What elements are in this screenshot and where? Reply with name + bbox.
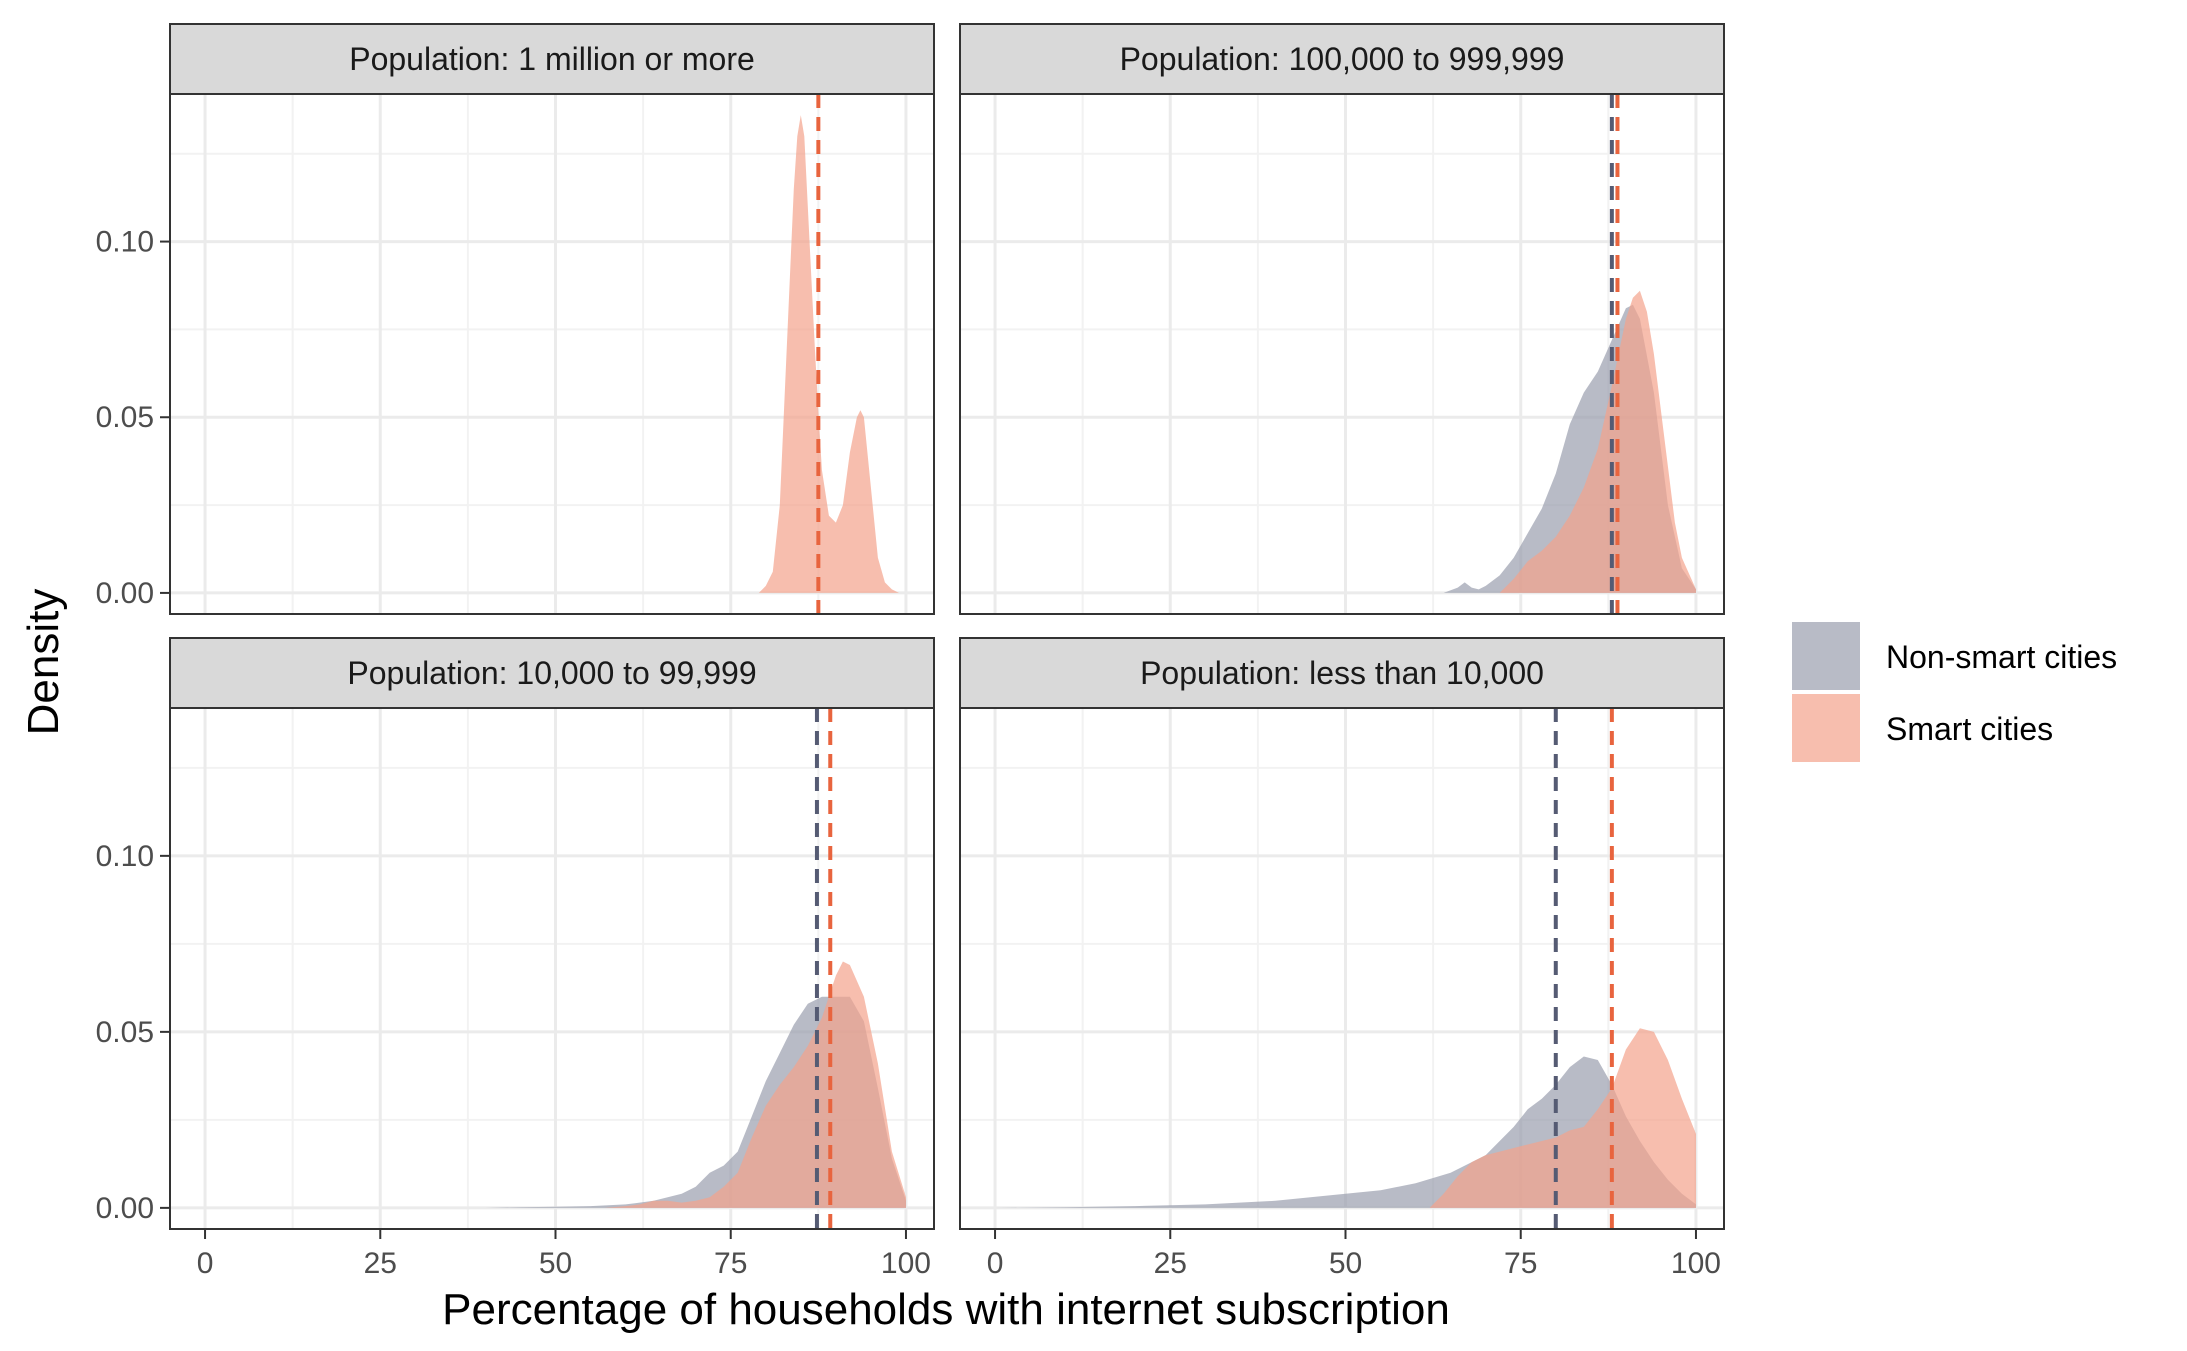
panel-strip <box>169 637 935 709</box>
axes: 0.00 0.05 0.10 0.00 0.05 0.10 0 25 50 75 100 0 25 50 7… <box>96 226 1721 1280</box>
panel-strip <box>959 23 1725 95</box>
legend: Non-smart cities Smart cities <box>1792 622 2117 762</box>
y-tick-label: 0.00 <box>96 577 154 610</box>
panel-2: Population: 100,000 to 999,999 <box>959 23 1725 615</box>
x-tick-label: 50 <box>1329 1247 1362 1280</box>
y-tick-label: 0.00 <box>96 1192 154 1225</box>
x-tick-label: 0 <box>987 1247 1004 1280</box>
x-tick-label: 100 <box>881 1247 931 1280</box>
legend-key-non-smart-cities <box>1792 622 1860 690</box>
panel-4: Population: less than 10,000 <box>959 637 1725 1230</box>
panel-title: Population: 1 million or more <box>349 41 755 77</box>
panel-strip <box>169 23 935 95</box>
legend-key-smart-cities <box>1792 694 1860 762</box>
x-tick-label: 75 <box>714 1247 747 1280</box>
density-area-smart-cities <box>1429 1028 1696 1208</box>
y-tick-label: 0.05 <box>96 401 154 434</box>
y-tick-label: 0.10 <box>96 840 154 873</box>
density-area-smart-cities <box>1499 290 1696 593</box>
legend-label-smart-cities: Smart cities <box>1886 711 2053 747</box>
y-tick-label: 0.10 <box>96 226 154 259</box>
panels: Population: 1 million or more Population:… <box>169 23 1725 1230</box>
panel-3: Population: 10,000 to 99,999 <box>169 637 935 1230</box>
legend-label-non-smart-cities: Non-smart cities <box>1886 639 2117 675</box>
panel-title: Population: 100,000 to 999,999 <box>1120 41 1565 77</box>
panel-title: Population: 10,000 to 99,999 <box>347 655 756 691</box>
x-tick-label: 50 <box>539 1247 572 1280</box>
x-tick-label: 100 <box>1671 1247 1721 1280</box>
x-tick-label: 75 <box>1504 1247 1537 1280</box>
x-tick-label: 25 <box>364 1247 397 1280</box>
x-axis-title: Percentage of households with internet s… <box>442 1285 1450 1334</box>
panel-1: Population: 1 million or more <box>169 23 935 615</box>
panel-title: Population: less than 10,000 <box>1140 655 1544 691</box>
x-tick-label: 0 <box>197 1247 214 1280</box>
x-tick-label: 25 <box>1154 1247 1187 1280</box>
panel-strip <box>959 637 1725 709</box>
y-axis-title: Density <box>19 589 68 736</box>
y-tick-label: 0.05 <box>96 1016 154 1049</box>
density-area-smart-cities <box>758 115 899 593</box>
